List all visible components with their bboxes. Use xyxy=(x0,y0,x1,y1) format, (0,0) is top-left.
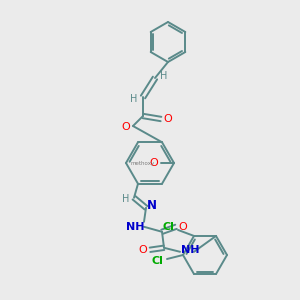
Text: Cl: Cl xyxy=(151,256,163,266)
Text: NH: NH xyxy=(126,222,144,232)
Text: methoxy: methoxy xyxy=(131,160,155,166)
Text: H: H xyxy=(130,94,138,104)
Text: H: H xyxy=(122,194,130,204)
Text: H: H xyxy=(160,71,168,81)
Text: O: O xyxy=(178,222,188,232)
Text: O: O xyxy=(150,158,158,168)
Text: N: N xyxy=(147,199,157,212)
Text: O: O xyxy=(164,114,172,124)
Text: NH: NH xyxy=(181,245,199,255)
Text: O: O xyxy=(139,245,147,255)
Text: Cl: Cl xyxy=(162,222,174,232)
Text: O: O xyxy=(122,122,130,132)
